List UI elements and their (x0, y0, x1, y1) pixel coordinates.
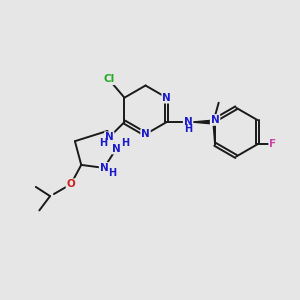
Text: F: F (269, 140, 276, 149)
Text: N: N (141, 129, 150, 139)
Text: H: H (99, 137, 107, 148)
Text: O: O (67, 179, 75, 189)
Text: H: H (108, 168, 116, 178)
Text: N: N (184, 117, 192, 127)
Text: H: H (184, 124, 192, 134)
Text: N: N (162, 93, 171, 103)
Text: N: N (100, 163, 108, 173)
Text: H: H (121, 138, 129, 148)
Text: N: N (105, 132, 114, 142)
Text: N: N (211, 115, 220, 125)
Text: Cl: Cl (103, 74, 115, 84)
Text: N: N (112, 143, 121, 154)
Polygon shape (192, 120, 213, 124)
